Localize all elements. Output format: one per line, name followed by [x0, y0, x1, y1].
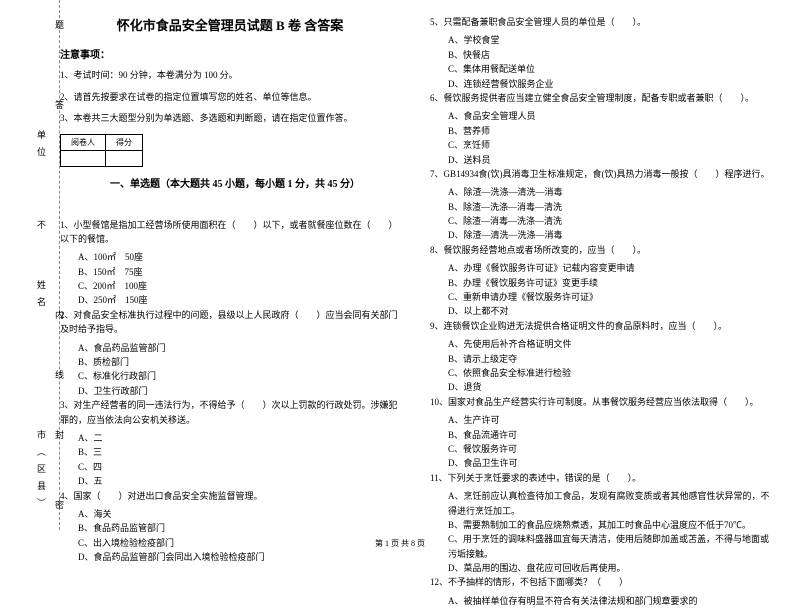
option: C、出入境检验检疫部门: [78, 536, 400, 550]
option: D、卫生行政部门: [78, 384, 400, 398]
question: 4、国家（ ）对进出口食品安全实施监督管理。: [60, 489, 400, 503]
question: 11、下列关于烹饪要求的表述中，错误的是（ ）。: [430, 471, 770, 485]
option: D、连锁经营餐饮服务企业: [448, 77, 770, 91]
option: A、烹饪前应认真检查待加工食品，发现有腐败变质或者其他感官性状异常的，不得进行烹…: [448, 489, 770, 518]
option: B、需要熟制加工的食品应烧熟煮透，其加工时食品中心温度应不低于70℃。: [448, 518, 770, 532]
question-text: 2、对食品安全标准执行过程中的问题，县级以上人民政府（ ）应当会同有关部门及时给…: [60, 310, 398, 334]
score-cell: [61, 150, 106, 166]
question-text: 6、餐饮服务提供者应当建立健全食品安全管理制度，配备专职或者兼职（ ）。: [430, 93, 754, 103]
question-text: 1、小型餐馆是指加工经营场所使用面积在（ ）以下，或者就餐座位数在（ ）以下的餐…: [60, 220, 398, 244]
option: D、以上都不对: [448, 304, 770, 318]
question-text: 9、连锁餐饮企业购进无法提供合格证明文件的食品原料时，应当（ ）。: [430, 321, 727, 331]
side-text: 密: [53, 500, 66, 517]
option: B、除渣—洗涤—消毒—清洗: [448, 200, 770, 214]
option: B、食品药品监管部门: [78, 521, 400, 535]
option: C、用于烹饪的调味料盛器皿宜每天清洁，使用后随即加盖或苫盖，不得与地面或污垢接触…: [448, 532, 770, 561]
left-column: 怀化市食品安全管理员试题 B 卷 含答案 注意事项： 1、考试时间：90 分钟，…: [60, 15, 415, 530]
side-text: 题: [53, 20, 66, 37]
side-text: 单位: [35, 130, 48, 164]
option: C、餐饮服务许可: [448, 442, 770, 456]
side-text: 不: [35, 220, 48, 237]
option: A、先使用后补齐合格证明文件: [448, 337, 770, 351]
option: B、食品流通许可: [448, 428, 770, 442]
notice-item: 3、本卷共三大题型分别为单选题、多选题和判断题，请在指定位置作答。: [60, 112, 400, 126]
question: 1、小型餐馆是指加工经营场所使用面积在（ ）以下，或者就餐座位数在（ ）以下的餐…: [60, 218, 400, 247]
question-text: 4、国家（ ）对进出口食品安全实施监督管理。: [60, 491, 263, 501]
option: B、办理《餐饮服务许可证》变更手续: [448, 276, 770, 290]
notice-item: 1、考试时间：90 分钟，本卷满分为 100 分。: [60, 69, 400, 83]
question: 3、对生产经营者的同一违法行为，不得给予（ ）次以上罚款的行政处罚。涉嫌犯罪的，…: [60, 398, 400, 427]
option: C、四: [78, 460, 400, 474]
option: A、海关: [78, 507, 400, 521]
question: 5、只需配备兼职食品安全管理人员的单位是（ ）。: [430, 15, 770, 29]
right-column: 5、只需配备兼职食品安全管理人员的单位是（ ）。 A、学校食堂 B、快餐店 C、…: [415, 15, 770, 530]
question-text: 10、国家对食品生产经营实行许可制度。从事餐饮服务经营应当依法取得（ ）。: [430, 397, 759, 407]
side-text: 姓名: [35, 280, 48, 314]
option: C、除渣—消毒—洗涤—清洗: [448, 214, 770, 228]
side-text: 答: [53, 100, 66, 117]
option: D、除渣—清洗—洗涤—消毒: [448, 228, 770, 242]
option: B、营养师: [448, 124, 770, 138]
question: 6、餐饮服务提供者应当建立健全食品安全管理制度，配备专职或者兼职（ ）。: [430, 91, 770, 105]
question: 12、不予抽样的情形，不包括下面哪类？（ ）: [430, 575, 770, 589]
option: A、生产许可: [448, 413, 770, 427]
question: 8、餐饮服务经营地点或者场所改变的，应当（ ）。: [430, 243, 770, 257]
option: A、食品药品监管部门: [78, 341, 400, 355]
question: 10、国家对食品生产经营实行许可制度。从事餐饮服务经营应当依法取得（ ）。: [430, 395, 770, 409]
option: D、退货: [448, 380, 770, 394]
option: D、250㎡ 150座: [78, 293, 400, 307]
question-text: 11、下列关于烹饪要求的表述中，错误的是（ ）。: [430, 473, 641, 483]
option: A、除渣—洗涤—清洗—消毒: [448, 185, 770, 199]
option: C、烹饪师: [448, 138, 770, 152]
side-label-area: 题 答 单位 不 姓名 内 线 封 市（区县） 密: [15, 0, 60, 530]
notice-item: 2、请首先按要求在试卷的指定位置填写您的姓名、单位等信息。: [60, 91, 400, 105]
option: C、依照食品安全标准进行检验: [448, 366, 770, 380]
option: B、快餐店: [448, 48, 770, 62]
exam-title: 怀化市食品安全管理员试题 B 卷 含答案: [60, 15, 400, 34]
option: D、五: [78, 474, 400, 488]
side-text: 封: [53, 430, 66, 447]
question: 9、连锁餐饮企业购进无法提供合格证明文件的食品原料时，应当（ ）。: [430, 319, 770, 333]
question: 2、对食品安全标准执行过程中的问题，县级以上人民政府（ ）应当会同有关部门及时给…: [60, 308, 400, 337]
score-cell: [106, 150, 143, 166]
question-text: 5、只需配备兼职食品安全管理人员的单位是（ ）。: [430, 17, 646, 27]
option: C、200㎡ 100座: [78, 279, 400, 293]
option: A、100㎡ 50座: [78, 250, 400, 264]
side-text: 市（区县）: [35, 430, 48, 515]
option: C、集体用餐配送单位: [448, 62, 770, 76]
side-text: 线: [53, 370, 66, 387]
option: A、食品安全管理人员: [448, 109, 770, 123]
section-title: 一、单选题（本大题共 45 小题，每小题 1 分，共 45 分）: [110, 175, 400, 190]
question-text: 7、GB14934食(饮)具消毒卫生标准规定，食(饮)具热力消毒一般按（ ）程序…: [430, 169, 770, 179]
option: A、学校食堂: [448, 33, 770, 47]
option: A、办理《餐饮服务许可证》记载内容变更申请: [448, 261, 770, 275]
score-header: 阅卷人: [61, 134, 106, 150]
option: C、重新申请办理《餐饮服务许可证》: [448, 290, 770, 304]
score-table: 阅卷人 得分: [60, 134, 143, 167]
option: A、二: [78, 431, 400, 445]
page-container: 怀化市食品安全管理员试题 B 卷 含答案 注意事项： 1、考试时间：90 分钟，…: [0, 0, 800, 530]
option: D、菜品用的围边、盘花应可回收后再使用。: [448, 561, 770, 575]
option: D、食品药品监管部门会同出入境检验检疫部门: [78, 550, 400, 564]
option: D、食品卫生许可: [448, 456, 770, 470]
question: 7、GB14934食(饮)具消毒卫生标准规定，食(饮)具热力消毒一般按（ ）程序…: [430, 167, 770, 181]
question-text: 12、不予抽样的情形，不包括下面哪类？（ ）: [430, 577, 628, 587]
notice-heading: 注意事项：: [60, 46, 400, 61]
score-header: 得分: [106, 134, 143, 150]
option: B、150㎡ 75座: [78, 265, 400, 279]
question-text: 3、对生产经营者的同一违法行为，不得给予（ ）次以上罚款的行政处罚。涉嫌犯罪的，…: [60, 400, 398, 424]
option: B、质检部门: [78, 355, 400, 369]
question-text: 8、餐饮服务经营地点或者场所改变的，应当（ ）。: [430, 245, 646, 255]
option: C、标准化行政部门: [78, 369, 400, 383]
option: A、被抽样单位存有明显不符合有关法律法规和部门规章要求的: [448, 594, 770, 608]
option: B、请示上级定夺: [448, 352, 770, 366]
option: B、三: [78, 445, 400, 459]
option: D、送料员: [448, 153, 770, 167]
side-text: 内: [53, 310, 66, 327]
